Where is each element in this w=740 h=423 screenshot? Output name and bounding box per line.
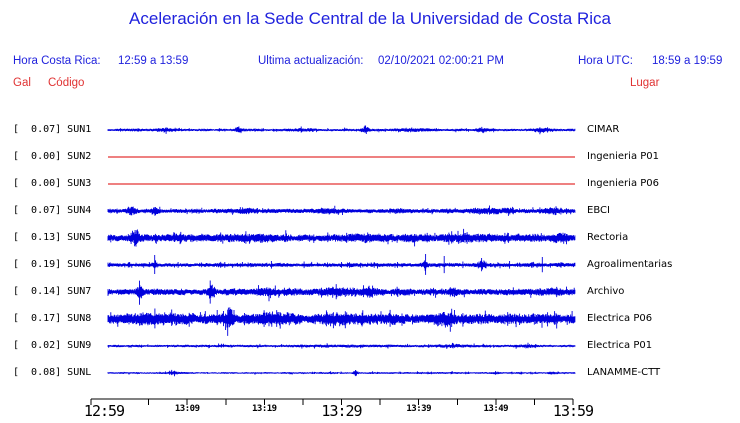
hora-utc-value: 18:59 a 19:59 — [652, 55, 723, 67]
channel-gal-code-sun7: [ 0.14] SUN7 — [13, 286, 92, 297]
channel-gal-code-sun1: [ 0.07] SUN1 — [13, 124, 92, 135]
axis-tick-label-13-59: 13:59 — [552, 402, 594, 420]
waveform-sun7 — [107, 280, 576, 305]
channel-place-sun8: Electrica P06 — [587, 313, 653, 324]
last-update-label: Ultima actualización: — [258, 55, 364, 67]
page-title: Aceleración en la Sede Central de la Uni… — [129, 9, 611, 28]
channel-gal-code-sun5: [ 0.13] SUN5 — [13, 232, 92, 243]
axis-tick-label-13-19: 13:19 — [252, 404, 277, 414]
channel-gal-code-sun4: [ 0.07] SUN4 — [13, 205, 92, 216]
channel-gal-code-sun6: [ 0.19] SUN6 — [13, 259, 92, 270]
waveform-sun6 — [107, 254, 576, 275]
waveform-sun1 — [107, 125, 576, 135]
channel-gal-code-sunl: [ 0.08] SUNL — [13, 367, 92, 378]
channel-place-sun4: EBCI — [587, 205, 610, 216]
column-header-gal: Gal — [13, 77, 31, 89]
channel-gal-code-sun3: [ 0.00] SUN3 — [13, 178, 92, 189]
channel-place-sun2: Ingenieria P01 — [587, 151, 660, 162]
waveform-sun9 — [107, 342, 576, 349]
channel-gal-code-sun2: [ 0.00] SUN2 — [13, 151, 92, 162]
channel-place-sun6: Agroalimentarias — [587, 259, 673, 270]
axis-tick-label-12-59: 12:59 — [83, 402, 125, 420]
last-update-value: 02/10/2021 02:00:21 PM — [378, 55, 504, 67]
axis-tick-label-13-39: 13:39 — [406, 404, 431, 414]
hora-utc-label: Hora UTC: — [578, 55, 633, 67]
channel-place-sun1: CIMAR — [587, 124, 620, 135]
time-axis — [90, 398, 574, 405]
channel-place-sun3: Ingenieria P06 — [587, 178, 660, 189]
channel-gal-code-sun8: [ 0.17] SUN8 — [13, 313, 92, 324]
axis-tick-label-13-09: 13:09 — [174, 404, 200, 414]
waveform-sun4 — [107, 205, 576, 216]
channel-place-sun5: Rectoria — [587, 232, 629, 243]
hora-costa-rica-label: Hora Costa Rica: — [13, 55, 101, 67]
waveform-sun5 — [107, 228, 576, 247]
waveform-sun8 — [107, 307, 576, 336]
channel-place-sun9: Electrica P01 — [587, 340, 653, 351]
column-header-lugar: Lugar — [630, 77, 660, 89]
column-header-codigo: Código — [48, 77, 85, 89]
axis-tick-label-13-49: 13:49 — [483, 404, 509, 414]
channel-place-sun7: Archivo — [587, 286, 625, 297]
axis-tick-label-13-29: 13:29 — [321, 402, 362, 420]
hora-costa-rica-value: 12:59 a 13:59 — [118, 55, 189, 67]
channel-place-sunl: LANAMME-CTT — [587, 367, 661, 378]
waveform-sunl — [107, 369, 576, 377]
channel-gal-code-sun9: [ 0.02] SUN9 — [13, 340, 92, 351]
